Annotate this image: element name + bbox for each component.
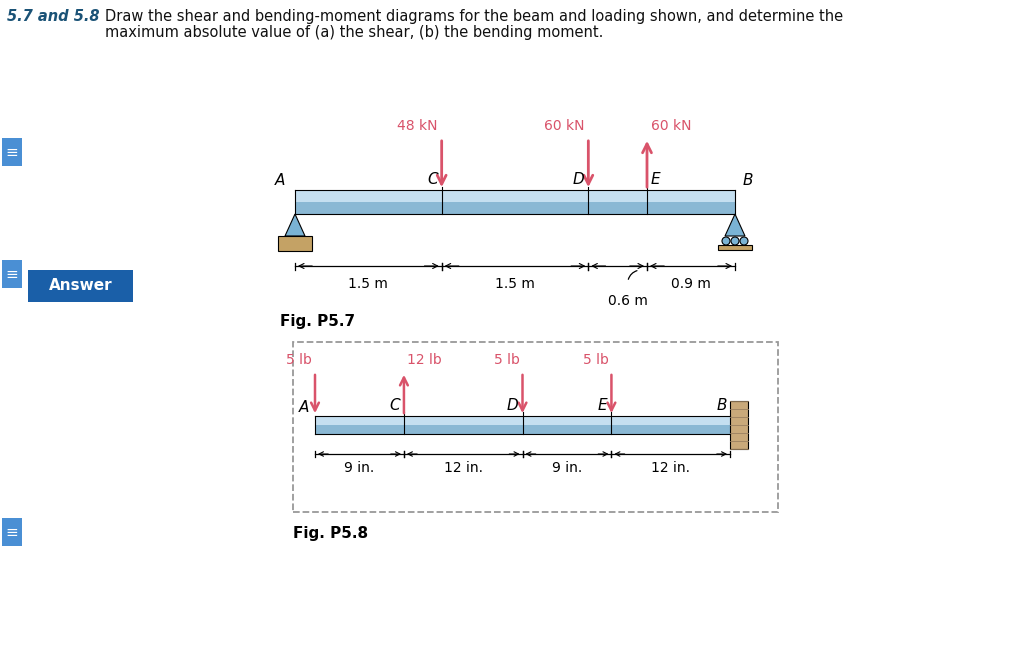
Bar — [2, 138, 22, 166]
Text: Fig. P5.8: Fig. P5.8 — [293, 526, 368, 541]
Bar — [295, 202, 735, 214]
Text: 60 kN: 60 kN — [544, 119, 585, 133]
Text: 1.5 m: 1.5 m — [348, 277, 388, 291]
Text: ≡: ≡ — [5, 267, 18, 281]
Text: 9 in.: 9 in. — [344, 461, 375, 475]
Text: 0.6 m: 0.6 m — [607, 294, 647, 308]
Text: B: B — [717, 398, 727, 413]
Text: 48 kN: 48 kN — [397, 119, 437, 133]
Circle shape — [722, 237, 730, 245]
Text: ≡: ≡ — [5, 524, 18, 539]
Text: 1.5 m: 1.5 m — [495, 277, 535, 291]
Text: 5 lb: 5 lb — [583, 353, 608, 367]
Text: 12 lb: 12 lb — [407, 353, 441, 367]
Bar — [315, 416, 730, 425]
Bar — [2, 260, 22, 288]
Circle shape — [740, 237, 748, 245]
Text: 0.9 m: 0.9 m — [671, 277, 711, 291]
Text: C: C — [389, 398, 400, 413]
Text: D: D — [572, 172, 585, 187]
Bar — [730, 401, 748, 449]
Text: 5 lb: 5 lb — [494, 353, 519, 367]
Bar — [278, 236, 312, 251]
Bar — [718, 245, 752, 250]
Text: 12 in.: 12 in. — [443, 461, 482, 475]
Text: C: C — [427, 172, 437, 187]
Text: 9 in.: 9 in. — [552, 461, 582, 475]
Text: B: B — [743, 173, 754, 188]
Bar — [295, 190, 735, 202]
Text: A: A — [274, 173, 285, 188]
Bar — [293, 342, 778, 512]
Polygon shape — [725, 214, 745, 236]
Text: Answer: Answer — [49, 279, 113, 294]
Text: E: E — [598, 398, 607, 413]
Text: D: D — [507, 398, 518, 413]
Text: E: E — [651, 172, 660, 187]
Text: 5 lb: 5 lb — [286, 353, 312, 367]
Text: ≡: ≡ — [5, 145, 18, 160]
Text: Draw the shear and bending-moment diagrams for the beam and loading shown, and d: Draw the shear and bending-moment diagra… — [105, 9, 843, 24]
Text: 12 in.: 12 in. — [651, 461, 690, 475]
Text: 5.7 and 5.8: 5.7 and 5.8 — [7, 9, 99, 24]
Text: A: A — [299, 400, 309, 415]
Text: Fig. P5.7: Fig. P5.7 — [280, 314, 355, 329]
Bar — [2, 518, 22, 546]
Bar — [28, 270, 133, 302]
Bar — [315, 425, 730, 434]
Circle shape — [731, 237, 739, 245]
Polygon shape — [285, 214, 305, 236]
Text: maximum absolute value of (a) the shear, (b) the bending moment.: maximum absolute value of (a) the shear,… — [105, 25, 603, 40]
Text: 60 kN: 60 kN — [651, 119, 691, 133]
